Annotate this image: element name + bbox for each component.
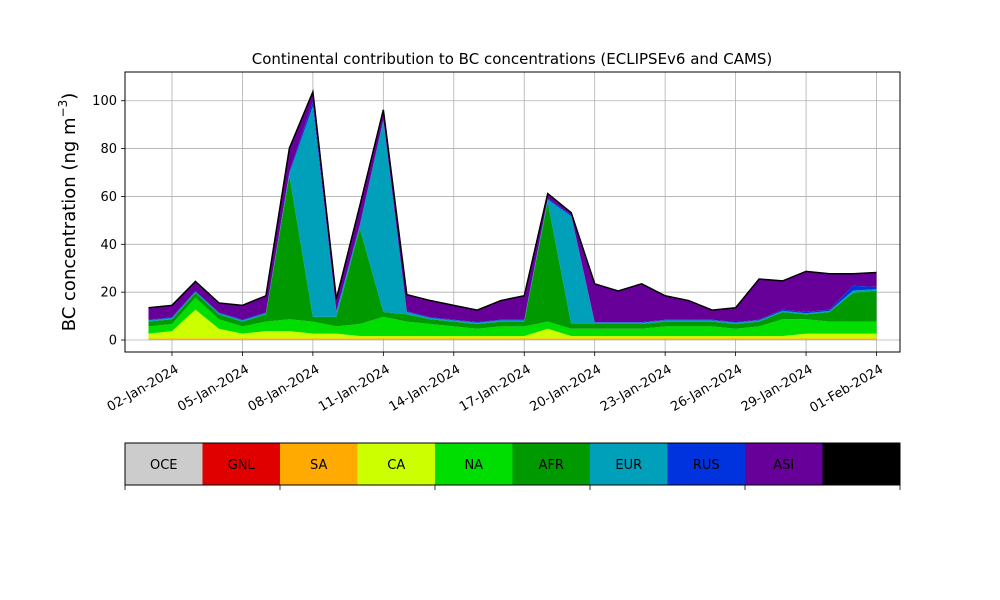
y-tick-label: 100: [92, 94, 117, 109]
legend-swatch: [590, 443, 668, 485]
y-axis: 0 20 40 60 80 100: [92, 94, 125, 349]
legend-swatch: [435, 443, 513, 485]
legend-frame: [124, 442, 901, 486]
y-tick-label: 0: [109, 334, 117, 349]
legend-item-ca: CA: [357, 443, 435, 485]
legend-item-na: NA: [435, 443, 513, 485]
legend-swatch: [667, 443, 745, 485]
legend-label: EUR: [615, 458, 642, 473]
legend-swatch: [745, 443, 823, 485]
legend-item-asi: ASI: [745, 443, 823, 485]
area-eur: [148, 106, 877, 324]
chart-title: Continental contribution to BC concentra…: [252, 50, 773, 68]
legend-item-gnl: GNL: [202, 443, 280, 485]
legend-label: OCE: [150, 458, 178, 473]
legend-item-rus: RUS: [667, 443, 745, 485]
total-outline: [148, 88, 877, 311]
plot-frame: [124, 71, 901, 353]
legend-swatch: [125, 443, 203, 485]
y-tick-label: 40: [100, 238, 117, 253]
legend-item-oce: OCE: [125, 443, 203, 485]
legend-label: AFR: [539, 458, 564, 473]
legend-label: CA: [387, 458, 405, 473]
legend: OCE GNL SA CA NA AFR EUR RUS ASI AUS: [124, 442, 901, 490]
legend-swatch: [512, 443, 590, 485]
legend-swatch: [202, 443, 280, 485]
area-ca: [148, 309, 877, 339]
legend-item-eur: EUR: [590, 443, 668, 485]
legend-label: SA: [310, 458, 327, 473]
y-tick-label: 80: [100, 142, 117, 157]
y-tick-label: 60: [100, 190, 117, 205]
legend-item-afr: AFR: [512, 443, 590, 485]
y-tick-label: 20: [100, 286, 117, 301]
legend-label: AUS: [848, 458, 875, 473]
legend-swatch: [822, 443, 900, 485]
legend-label: NA: [464, 458, 483, 473]
stacked-areas: [148, 91, 877, 341]
legend-label: RUS: [693, 458, 720, 473]
area-afr: [148, 175, 877, 329]
legend-swatch: [357, 443, 435, 485]
plot-area: [124, 71, 901, 353]
area-sa: [148, 338, 877, 340]
y-axis-label: BC concentration (ng m−3): [56, 93, 80, 332]
legend-swatch: [280, 443, 358, 485]
legend-label: ASI: [773, 458, 794, 473]
legend-label: GNL: [228, 458, 256, 473]
legend-item-aus: AUS: [822, 443, 900, 485]
legend-item-sa: SA: [280, 443, 358, 485]
area-asi: [148, 91, 877, 323]
area-oce: [148, 339, 877, 341]
